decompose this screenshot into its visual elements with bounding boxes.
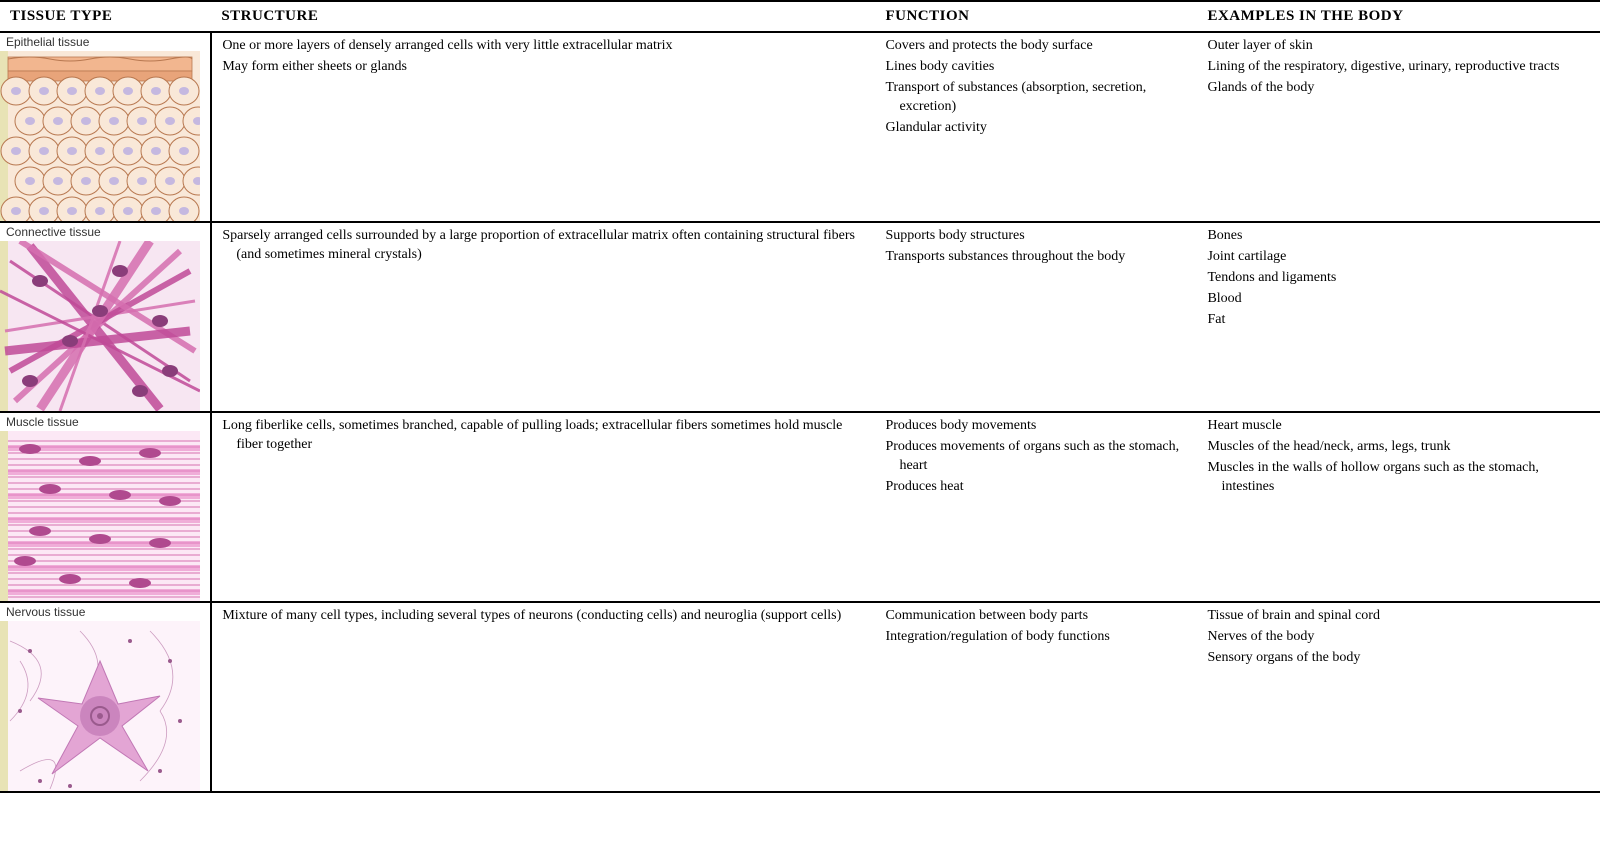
example-text: Fat — [1207, 311, 1590, 330]
example-text: Lining of the respiratory, digestive, ur… — [1207, 58, 1590, 77]
tissue-type-cell: Epithelial tissue — [0, 32, 211, 222]
header-structure: STRUCTURE — [211, 1, 875, 32]
example-text: Tendons and ligaments — [1207, 269, 1590, 288]
structure-cell: Sparsely arranged cells surrounded by a … — [211, 222, 875, 412]
structure-text: One or more layers of densely arranged c… — [222, 37, 865, 56]
tissue-table: TISSUE TYPE STRUCTURE FUNCTION EXAMPLES … — [0, 0, 1600, 793]
table-row: Connective tissue Sparsely arranged cell… — [0, 222, 1600, 412]
function-text: Produces body movements — [885, 417, 1187, 436]
tissue-label: Nervous tissue — [0, 603, 210, 621]
function-cell: Produces body movements Produces movement… — [875, 412, 1197, 602]
example-text: Muscles of the head/neck, arms, legs, tr… — [1207, 438, 1590, 457]
example-text: Sensory organs of the body — [1207, 649, 1590, 668]
function-cell: Supports body structures Transports subst… — [875, 222, 1197, 412]
tissue-label: Epithelial tissue — [0, 33, 210, 51]
example-text: Blood — [1207, 290, 1590, 309]
structure-cell: One or more layers of densely arranged c… — [211, 32, 875, 222]
example-text: Bones — [1207, 227, 1590, 246]
tissue-type-cell: Muscle tissue — [0, 412, 211, 602]
tissue-label: Muscle tissue — [0, 413, 210, 431]
examples-cell: Bones Joint cartilage Tendons and ligament… — [1197, 222, 1600, 412]
function-text: Supports body structures — [885, 227, 1187, 246]
header-tissue: TISSUE TYPE — [0, 1, 211, 32]
function-cell: Covers and protects the body surface Line… — [875, 32, 1197, 222]
structure-cell: Mixture of many cell types, including se… — [211, 602, 875, 792]
table-row: Epithelial tissue One or more layers of … — [0, 32, 1600, 222]
tissue-image — [0, 621, 200, 791]
tissue-image — [0, 431, 200, 601]
table-row: Nervous tissue Mixture of many cell type… — [0, 602, 1600, 792]
function-text: Glandular activity — [885, 119, 1187, 138]
structure-cell: Long fiberlike cells, sometimes branched… — [211, 412, 875, 602]
function-text: Lines body cavities — [885, 58, 1187, 77]
tissue-type-cell: Connective tissue — [0, 222, 211, 412]
examples-cell: Tissue of brain and spinal cord Nerves of… — [1197, 602, 1600, 792]
tissue-type-cell: Nervous tissue — [0, 602, 211, 792]
example-text: Muscles in the walls of hollow organs su… — [1207, 459, 1590, 497]
structure-text: Long fiberlike cells, sometimes branched… — [222, 417, 865, 455]
structure-text: May form either sheets or glands — [222, 58, 865, 77]
function-text: Integration/regulation of body functions — [885, 628, 1187, 647]
examples-cell: Outer layer of skin Lining of the respira… — [1197, 32, 1600, 222]
example-text: Glands of the body — [1207, 79, 1590, 98]
function-text: Produces heat — [885, 478, 1187, 497]
function-text: Produces movements of organs such as the… — [885, 438, 1187, 476]
example-text: Outer layer of skin — [1207, 37, 1590, 56]
tissue-image — [0, 241, 200, 411]
header-row: TISSUE TYPE STRUCTURE FUNCTION EXAMPLES … — [0, 1, 1600, 32]
tissue-image — [0, 51, 200, 221]
example-text: Heart muscle — [1207, 417, 1590, 436]
tissue-label: Connective tissue — [0, 223, 210, 241]
structure-text: Sparsely arranged cells surrounded by a … — [222, 227, 865, 265]
function-text: Transport of substances (absorption, sec… — [885, 79, 1187, 117]
table-row: Muscle tissue Long fiberlike cells, some… — [0, 412, 1600, 602]
function-text: Communication between body parts — [885, 607, 1187, 626]
header-examples: EXAMPLES IN THE BODY — [1197, 1, 1600, 32]
function-cell: Communication between body parts Integrat… — [875, 602, 1197, 792]
examples-cell: Heart muscle Muscles of the head/neck, ar… — [1197, 412, 1600, 602]
example-text: Tissue of brain and spinal cord — [1207, 607, 1590, 626]
function-text: Covers and protects the body surface — [885, 37, 1187, 56]
example-text: Joint cartilage — [1207, 248, 1590, 267]
structure-text: Mixture of many cell types, including se… — [222, 607, 865, 626]
header-function: FUNCTION — [875, 1, 1197, 32]
example-text: Nerves of the body — [1207, 628, 1590, 647]
function-text: Transports substances throughout the bod… — [885, 248, 1187, 267]
